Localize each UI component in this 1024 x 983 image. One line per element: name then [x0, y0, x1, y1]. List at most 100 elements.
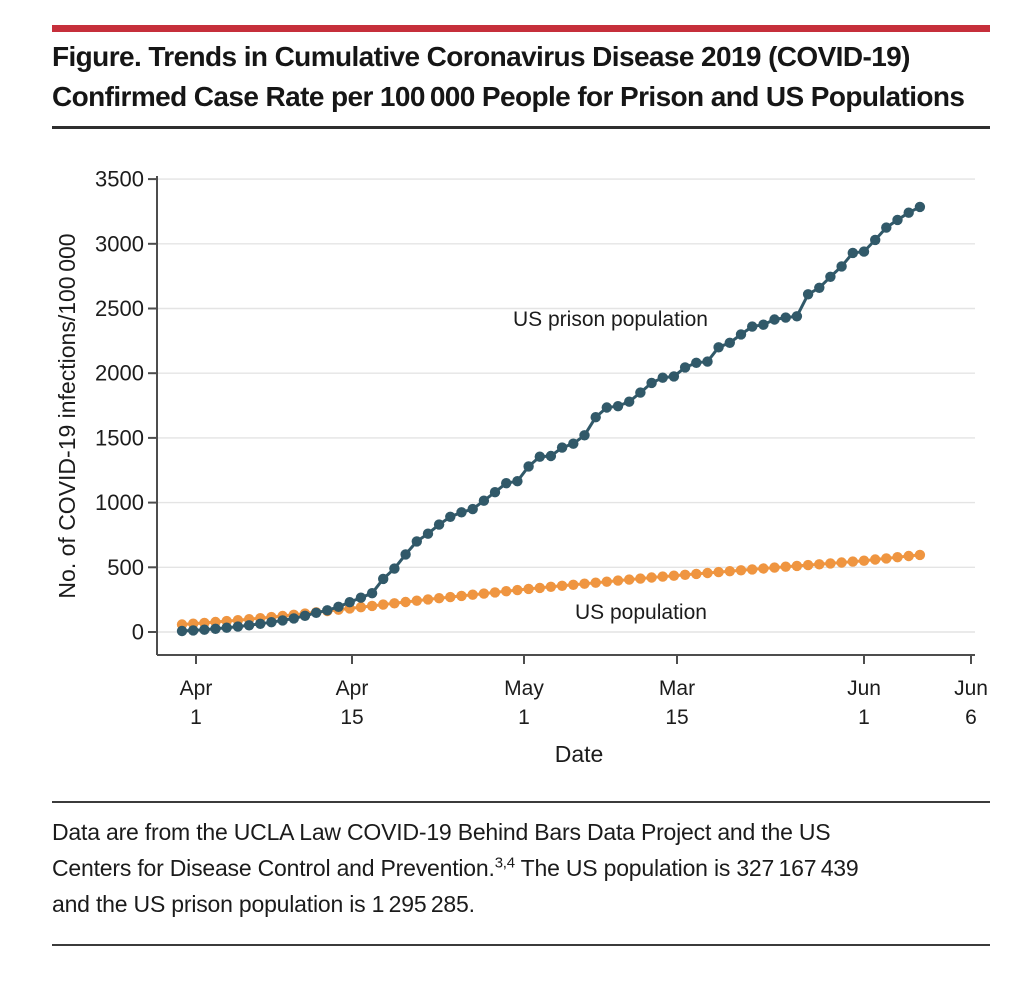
y-axis-title: No. of COVID-19 infections/100 000: [54, 233, 80, 598]
data-point-us-prison-population: [624, 396, 635, 407]
data-point-us-prison-population: [311, 607, 322, 618]
data-point-us-prison-population: [210, 623, 221, 634]
figure-title-line2: Confirmed Case Rate per 100 000 People f…: [52, 81, 965, 112]
data-point-us-population: [668, 570, 680, 581]
title-divider: [52, 126, 990, 129]
data-point-us-population: [478, 588, 490, 599]
data-point-us-prison-population: [333, 601, 344, 612]
data-point-us-prison-population: [657, 372, 668, 383]
data-point-us-population: [411, 595, 422, 606]
data-point-us-population: [858, 555, 870, 566]
data-point-us-population: [366, 600, 378, 612]
data-point-us-prison-population: [590, 412, 601, 423]
y-tick-label: 1500: [95, 425, 144, 450]
data-point-us-prison-population: [467, 503, 478, 515]
data-point-us-prison-population: [780, 312, 791, 323]
data-point-us-prison-population: [400, 549, 411, 560]
data-point-us-prison-population: [534, 451, 545, 462]
x-tick-label-day: 15: [340, 706, 363, 729]
x-tick-label-month: May: [504, 677, 544, 700]
data-point-us-population: [713, 566, 724, 578]
data-point-us-prison-population: [691, 357, 702, 368]
data-point-us-population: [624, 574, 635, 585]
data-point-us-prison-population: [903, 207, 914, 218]
y-tick-label: 3000: [95, 231, 144, 256]
data-point-us-population: [445, 591, 456, 603]
data-point-us-prison-population: [635, 387, 646, 398]
figure-caption: Data are from the UCLA Law COVID-19 Behi…: [52, 814, 982, 922]
data-point-us-prison-population: [836, 261, 847, 272]
data-point-us-population: [523, 583, 534, 595]
data-point-us-prison-population: [478, 495, 490, 506]
x-tick-label-day: 15: [665, 706, 688, 729]
data-point-us-population: [679, 569, 691, 580]
data-point-us-population: [847, 556, 858, 567]
data-point-us-prison-population: [243, 620, 255, 631]
y-tick-label: 500: [107, 555, 144, 580]
data-point-us-prison-population: [422, 528, 434, 539]
data-point-us-prison-population: [814, 282, 825, 293]
y-tick-label: 2000: [95, 361, 144, 386]
data-point-us-population: [501, 586, 512, 597]
data-point-us-population: [433, 593, 445, 604]
data-point-us-prison-population: [322, 605, 333, 616]
data-point-us-prison-population: [255, 618, 266, 629]
data-point-us-population: [825, 558, 836, 569]
data-point-us-population: [881, 553, 892, 564]
caption-divider-top: [52, 801, 990, 803]
y-tick-label: 1000: [95, 490, 144, 515]
data-point-us-prison-population: [568, 438, 579, 449]
data-point-us-prison-population: [411, 536, 422, 547]
data-point-us-prison-population: [199, 624, 210, 635]
data-point-us-prison-population: [299, 610, 311, 621]
data-point-us-prison-population: [769, 314, 780, 325]
data-point-us-prison-population: [601, 402, 612, 413]
data-point-us-prison-population: [501, 478, 512, 489]
data-point-us-population: [556, 580, 568, 591]
data-point-us-prison-population: [668, 371, 680, 382]
data-point-us-prison-population: [858, 246, 870, 257]
x-tick-label-day: 6: [965, 706, 977, 729]
data-point-us-prison-population: [847, 247, 858, 259]
x-tick-label-month: Jun: [954, 677, 988, 700]
data-point-us-population: [512, 584, 523, 596]
data-point-us-population: [534, 582, 545, 594]
data-point-us-prison-population: [713, 342, 724, 353]
x-tick-label-day: 1: [858, 706, 870, 729]
data-point-us-population: [914, 549, 926, 561]
data-point-us-population: [735, 565, 747, 576]
data-point-us-population: [903, 550, 914, 562]
data-point-us-population: [635, 573, 646, 584]
y-tick-label: 3500: [95, 167, 144, 192]
x-tick-label-month: Jun: [847, 677, 881, 700]
data-point-us-population: [579, 578, 590, 589]
data-point-us-population: [489, 587, 501, 598]
data-point-us-population: [791, 560, 803, 572]
data-point-us-population: [758, 563, 769, 574]
data-point-us-prison-population: [735, 329, 747, 340]
data-point-us-population: [601, 576, 612, 587]
data-point-us-prison-population: [758, 319, 769, 330]
data-point-us-population: [780, 561, 791, 572]
data-point-us-prison-population: [389, 563, 400, 574]
data-point-us-prison-population: [702, 356, 713, 367]
x-axis-title: Date: [555, 741, 604, 767]
data-point-us-population: [769, 562, 780, 573]
accent-bar: [52, 25, 990, 32]
data-point-us-population: [568, 579, 579, 590]
data-point-us-prison-population: [355, 592, 367, 603]
reference-superscript: 3,4: [494, 854, 515, 872]
data-point-us-prison-population: [825, 271, 836, 282]
caption-line2: Centers for Disease Control and Preventi…: [52, 854, 859, 881]
data-point-us-prison-population: [366, 588, 378, 599]
x-tick-label-month: Apr: [180, 677, 213, 700]
data-point-us-population: [802, 559, 814, 571]
data-point-us-prison-population: [556, 442, 568, 453]
data-point-us-prison-population: [288, 613, 299, 624]
data-point-us-population: [467, 589, 478, 600]
data-point-us-prison-population: [914, 201, 926, 213]
data-point-us-population: [646, 572, 657, 583]
data-point-us-prison-population: [612, 401, 624, 412]
y-tick-label: 0: [132, 620, 144, 645]
